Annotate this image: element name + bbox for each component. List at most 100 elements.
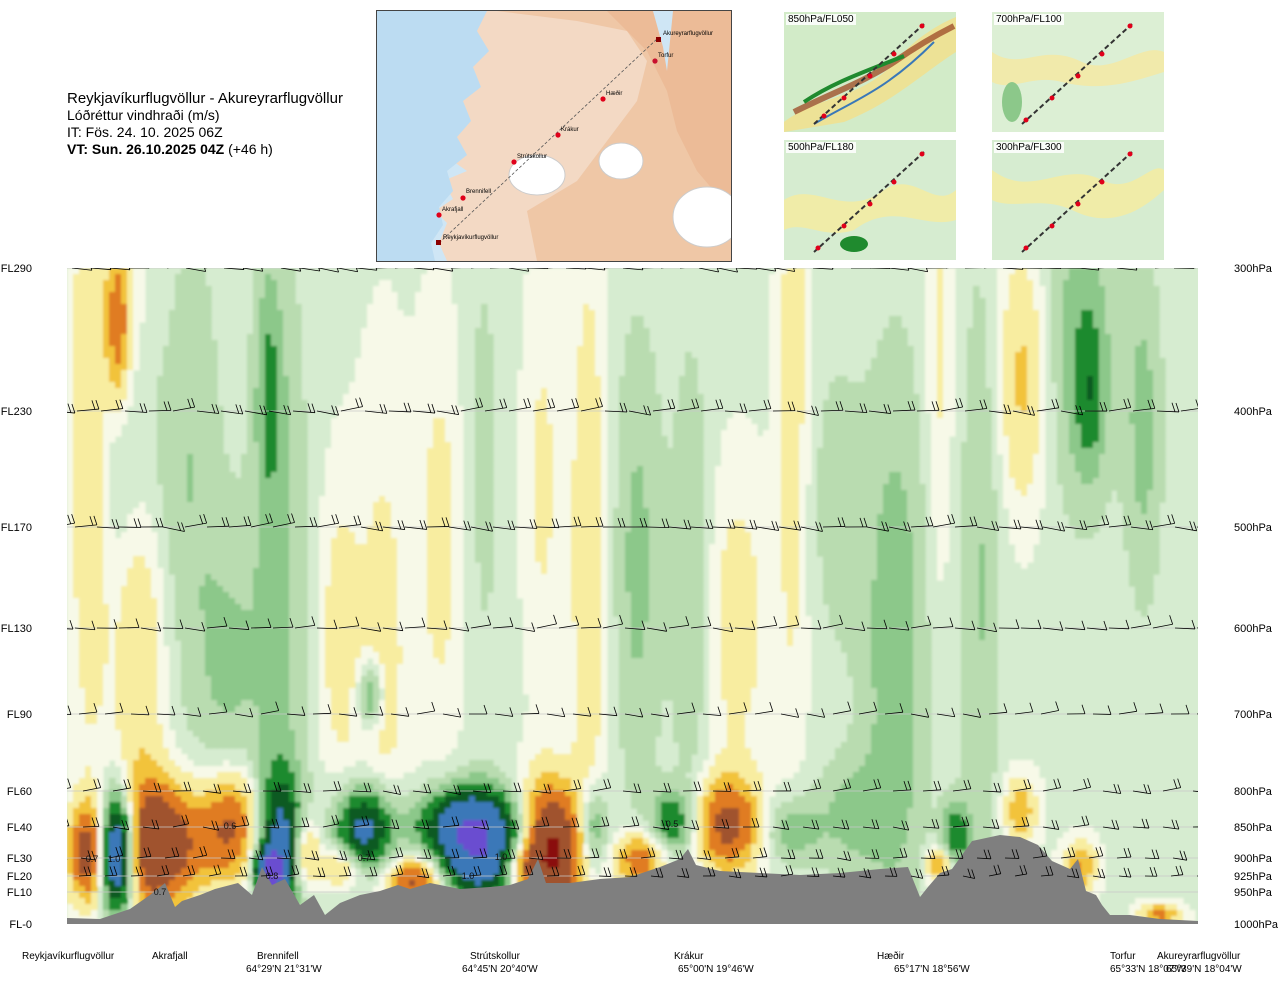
wind-cell [1003,280,1010,287]
wind-cell [847,472,854,479]
wind-cell [355,478,362,485]
wind-cell [859,394,866,401]
wind-cell [529,502,536,509]
wind-cell [589,328,596,335]
wind-cell [781,436,788,443]
wind-cell [1003,478,1010,485]
wind-cell [187,406,194,413]
wind-cell [625,364,632,371]
wind-cell [1069,484,1076,491]
wind-cell [517,466,524,473]
wind-cell [1063,400,1070,407]
wind-cell [139,268,146,275]
wind-cell [67,328,74,335]
wind-cell [535,502,542,509]
wind-cell [1015,274,1022,281]
wind-cell [1135,322,1142,329]
wind-cell [913,430,920,437]
wind-cell [1159,376,1166,383]
wind-cell [1129,382,1136,389]
wind-cell [673,478,680,485]
wind-cell [169,352,176,359]
wind-cell [205,304,212,311]
wind-cell [385,364,392,371]
wind-cell [1093,298,1100,305]
wind-cell [367,472,374,479]
wind-cell [289,376,296,383]
wind-cell [1153,472,1160,479]
wind-cell [169,382,176,389]
wind-cell [565,382,572,389]
wind-cell [1027,280,1034,287]
wind-cell [103,334,110,341]
wind-cell [571,340,578,347]
wind-cell [175,388,182,395]
wind-cell [547,364,554,371]
wind-cell [271,370,278,377]
wind-cell [739,460,746,467]
wind-cell [265,292,272,299]
wind-cell [487,358,494,365]
wind-cell [1117,448,1124,455]
wind-cell [1051,322,1058,329]
wind-cell [751,490,758,497]
wind-cell [265,316,272,323]
wind-cell [1033,286,1040,293]
wind-cell [373,484,380,491]
wind-cell [85,502,92,509]
wind-cell [655,460,662,467]
wind-cell [1075,358,1082,365]
wind-cell [889,436,896,443]
wind-cell [1021,370,1028,377]
wind-cell [1129,274,1136,281]
wind-cell [541,466,548,473]
wind-cell [397,370,404,377]
wind-cell [187,274,194,281]
wind-cell [265,328,272,335]
wind-cell [217,412,224,419]
wind-cell [967,412,974,419]
wind-cell [967,466,974,473]
wind-cell [805,454,812,461]
wind-cell [583,310,590,317]
wind-cell [571,460,578,467]
wind-cell [445,430,452,437]
wind-cell [577,394,584,401]
wind-cell [883,454,890,461]
wind-cell [781,340,788,347]
wind-cell [601,310,608,317]
wind-cell [913,466,920,473]
wind-cell [1081,412,1088,419]
wind-cell [793,418,800,425]
wind-cell [247,472,254,479]
wind-cell [1015,394,1022,401]
wind-cell [331,466,338,473]
wind-cell [1159,412,1166,419]
wind-cell [211,472,218,479]
wind-cell [109,394,116,401]
wind-cell [277,496,284,503]
wind-cell [1123,394,1130,401]
wind-cell [1063,412,1070,419]
wind-cell [451,430,458,437]
wind-cell [205,448,212,455]
wind-cell [397,406,404,413]
wind-cell [379,412,386,419]
wind-cell [289,268,296,275]
wind-cell [679,502,686,509]
wind-cell [1129,346,1136,353]
wind-cell [199,322,206,329]
wind-cell [985,388,992,395]
wind-cell [1003,472,1010,479]
wind-cell [1123,382,1130,389]
wind-cell [1009,376,1016,383]
wind-cell [529,478,536,485]
wind-cell [277,466,284,473]
wind-cell [1141,472,1148,479]
wind-cell [1027,382,1034,389]
wind-cell [985,490,992,497]
wind-cell [883,352,890,359]
wind-cell [565,328,572,335]
wind-cell [331,430,338,437]
wind-cell [1039,442,1046,449]
